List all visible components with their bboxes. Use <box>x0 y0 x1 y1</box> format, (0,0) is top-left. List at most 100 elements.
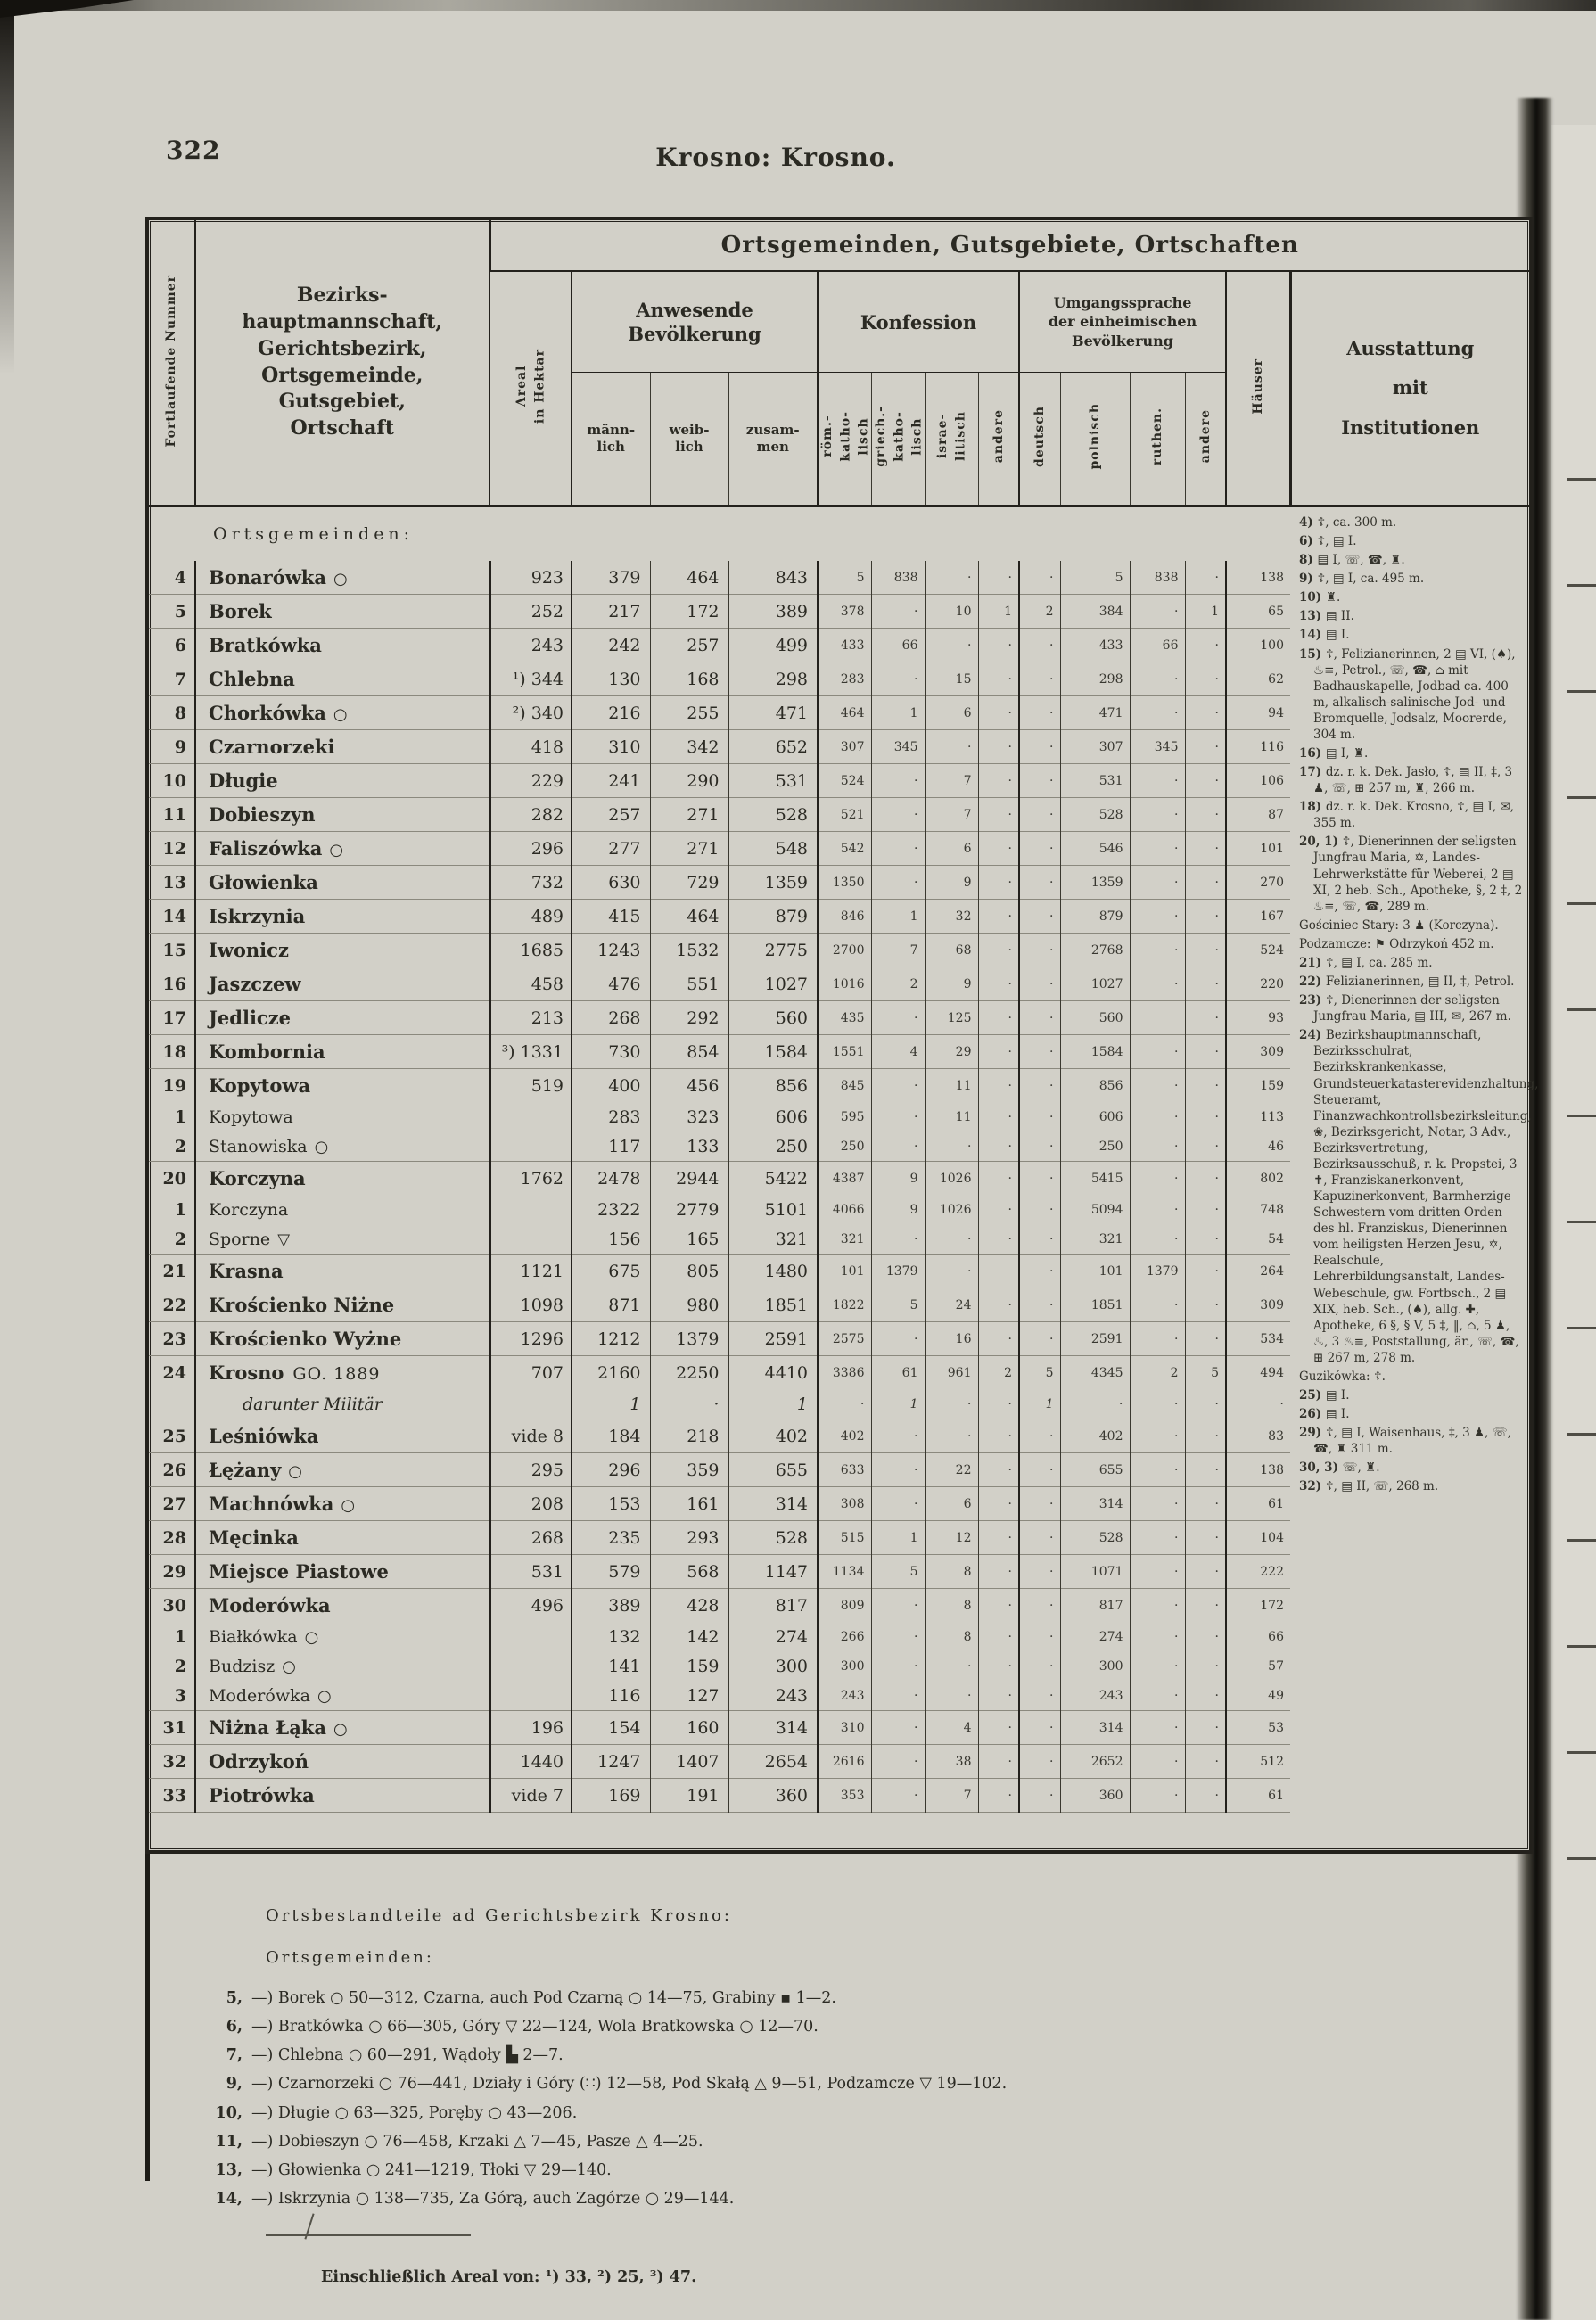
cell-areal: 295 <box>488 1452 572 1487</box>
cell-z: 499 <box>728 628 818 662</box>
place-name: Leśniówka <box>209 1425 319 1447</box>
cell-nr: 2 <box>174 1229 186 1249</box>
cell-gk: 9 <box>870 1195 925 1224</box>
cell-pl: 2652 <box>1059 1744 1130 1779</box>
cell-w: 1379 <box>649 1321 728 1356</box>
cell-de: · <box>1018 1254 1060 1288</box>
cell-rk: 2700 <box>817 933 871 967</box>
cell-z: 4410 <box>728 1355 818 1389</box>
cell-w: 159 <box>649 1651 728 1681</box>
place-name: Iskrzynia <box>209 905 306 927</box>
cell-ka: · <box>977 933 1019 967</box>
institution-note: Guzikówka: ☦. <box>1299 1369 1524 1385</box>
cell-sa: · <box>1184 662 1226 696</box>
cell-sa: · <box>1184 1034 1226 1069</box>
cell-pl: 879 <box>1059 899 1130 934</box>
cell-z: 1480 <box>728 1254 818 1288</box>
cell-gk: 66 <box>870 628 925 662</box>
cell-gk: 1 <box>870 899 925 934</box>
section-label: Ortsgemeinden: <box>213 524 415 544</box>
note-key: 8) <box>1299 553 1318 568</box>
table-row: 4 Bonarówka ○ 923 379 464 843 5 838 · · · 5 838 · 138 <box>149 561 1529 595</box>
institution-note: 24) Bezirkshauptmannschaft, Bezirksschul… <box>1299 1027 1538 1366</box>
place-name: Niżna Łąka <box>209 1716 326 1739</box>
cell-w: 160 <box>649 1710 728 1745</box>
cell-sa: · <box>1184 729 1226 764</box>
note-key: 20, 1) <box>1299 835 1343 850</box>
cell-m: 400 <box>571 1068 650 1102</box>
cell-areal: 252 <box>488 594 572 629</box>
note-key: 32) <box>1299 1479 1326 1494</box>
cell-ka: · <box>977 1068 1019 1102</box>
cell-pl: 314 <box>1059 1486 1130 1521</box>
cell-rk: 308 <box>817 1486 871 1521</box>
cell-isr: 11 <box>924 1068 978 1102</box>
cell-z: 298 <box>728 662 818 696</box>
cell-ru: · <box>1129 1710 1185 1745</box>
place-name: Krasna <box>209 1260 284 1282</box>
cell-m: 2478 <box>571 1161 650 1195</box>
cell-m: 132 <box>571 1622 650 1651</box>
cell-gk: · <box>870 1102 925 1131</box>
cell-sa: · <box>1184 1131 1226 1162</box>
cell-z: 655 <box>728 1452 818 1487</box>
cell-rk: 5 <box>817 561 871 595</box>
cell-h: 309 <box>1225 1288 1290 1322</box>
cell-h: 524 <box>1225 933 1290 967</box>
cell-z: 560 <box>728 1000 818 1035</box>
cell-sa: · <box>1184 899 1226 934</box>
cell-areal: 519 <box>488 1068 572 1102</box>
cell-gk: · <box>870 1588 925 1622</box>
cell-nr: 1 <box>174 1199 186 1220</box>
footnote-line: 5, —) Borek ○ 50—312, Czarna, auch Pod Cz… <box>187 1987 1311 2011</box>
cell-sa: · <box>1184 1452 1226 1487</box>
cell-rk: 2575 <box>817 1321 871 1356</box>
cell-ru: · <box>1129 1034 1185 1069</box>
cell-name: Kombornia <box>194 1034 489 1069</box>
institution-note: 10) ♜. <box>1299 589 1524 605</box>
cell-ru <box>1129 1000 1185 1035</box>
place-name: Jedlicze <box>209 1007 292 1029</box>
table-row: 2 Stanowiska ○ 117 133 250 250 · · · · 250 · · 46 <box>149 1131 1529 1162</box>
table-row: 29 Miejsce Piastowe 531 579 568 1147 1134 5 8 · · 1… <box>149 1554 1529 1589</box>
cell-pl: 531 <box>1059 763 1130 798</box>
place-name: Miejsce Piastowe <box>209 1560 389 1583</box>
cell-ru: · <box>1129 1419 1185 1453</box>
cell-pl: 314 <box>1059 1710 1130 1745</box>
cell-nr: 25 <box>149 1419 195 1453</box>
cell-areal: 1762 <box>488 1161 572 1195</box>
cell-ru: · <box>1129 1131 1185 1162</box>
cell-rk: 515 <box>817 1520 871 1555</box>
cell-name: Piotrówka <box>194 1778 489 1813</box>
place-name: Odrzykoń <box>209 1750 309 1773</box>
cell-z: 471 <box>728 695 818 730</box>
cell-w: 323 <box>649 1102 728 1131</box>
cell-z: 1359 <box>728 865 818 900</box>
cell-w: 2779 <box>649 1195 728 1224</box>
cell-de: · <box>1018 1486 1060 1521</box>
table-row: 10 Długie 229 241 290 531 524 · 7 · · 531 · · 106 <box>149 763 1529 798</box>
cell-h: 534 <box>1225 1321 1290 1356</box>
note-text: ☦, ▤ I, ca. 285 m. <box>1325 955 1433 970</box>
cell-de: · <box>1018 1102 1060 1131</box>
cell-m: 389 <box>571 1588 650 1622</box>
cell-pl: 307 <box>1059 729 1130 764</box>
place-name: Dobieszyn <box>209 803 316 826</box>
cell-gk: · <box>870 1486 925 1521</box>
cell-m: 675 <box>571 1254 650 1288</box>
cell-sa: · <box>1184 865 1226 900</box>
note-text: ♜. <box>1325 590 1341 605</box>
cell-h: 94 <box>1225 695 1290 730</box>
institution-note: 8) ▤ I, ☏, ☎, ♜. <box>1299 552 1524 568</box>
cell-areal <box>488 1195 572 1224</box>
cell-h: 104 <box>1225 1520 1290 1555</box>
cell-ka: 1 <box>977 594 1019 629</box>
cell-rk: 524 <box>817 763 871 798</box>
cell-gk: · <box>870 662 925 696</box>
cell-ka: · <box>977 831 1019 866</box>
cell-name: Chlebna <box>194 662 489 696</box>
cell-ka: · <box>977 1744 1019 1779</box>
table-row: 17 Jedlicze 213 268 292 560 435 · 125 · · 560 · 93 <box>149 1000 1529 1035</box>
table-row: 9 Czarnorzeki 418 310 342 652 307 345 · · · 307 345 ·… <box>149 729 1529 764</box>
cell-areal: 208 <box>488 1486 572 1521</box>
